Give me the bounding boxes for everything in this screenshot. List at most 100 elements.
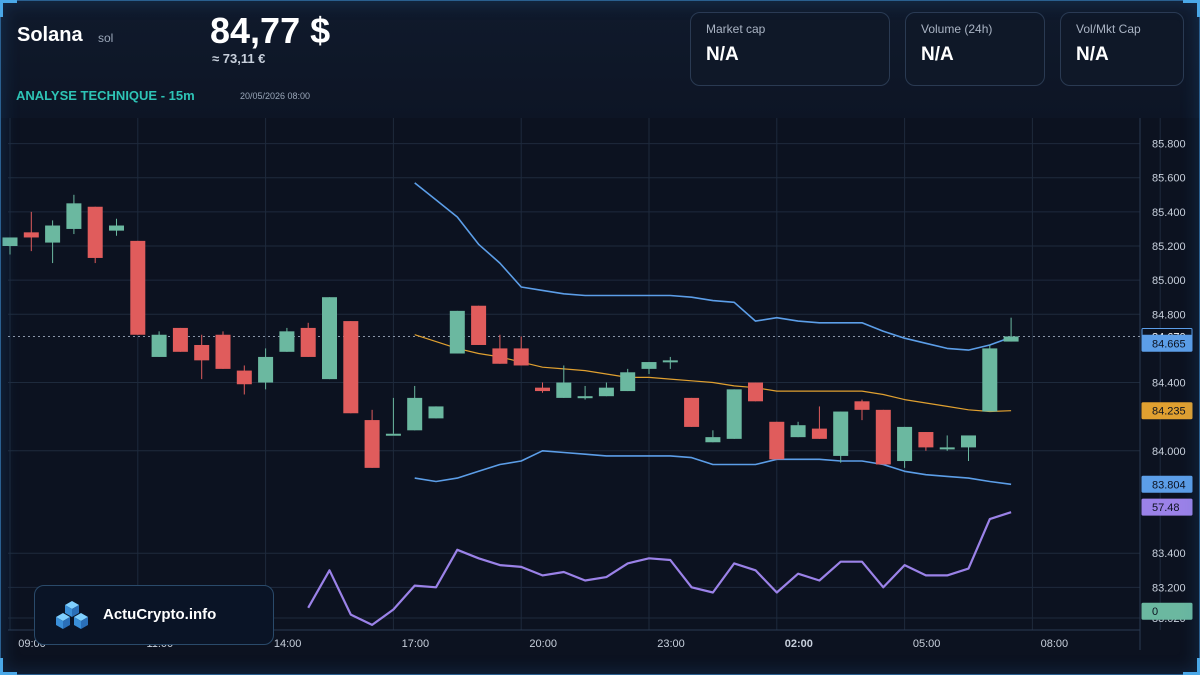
cubes-logo-icon xyxy=(56,601,88,629)
candle-body xyxy=(364,420,380,468)
candle-body xyxy=(918,432,934,448)
price-label-text: 84.665 xyxy=(1152,338,1186,350)
bollinger-lower-line xyxy=(414,450,1012,486)
y-tick-label: 83.400 xyxy=(1152,548,1186,560)
price-label-box xyxy=(1141,498,1193,516)
price-label-box xyxy=(1141,475,1193,493)
logo-badge: ActuCrypto.info xyxy=(34,585,274,645)
candle-body xyxy=(45,225,61,243)
price-usd: 84,77 $ xyxy=(210,10,331,51)
candle-body xyxy=(854,401,870,410)
y-tick-label: 85.400 xyxy=(1152,207,1186,219)
y-tick-label: 84.800 xyxy=(1152,309,1186,321)
candle-body xyxy=(279,331,295,352)
candle-body xyxy=(641,362,657,369)
stat-value: N/A xyxy=(1076,44,1109,65)
candle-body xyxy=(556,382,572,398)
y-tick-label: 85.800 xyxy=(1152,139,1186,151)
price-label-box xyxy=(1141,402,1193,420)
stat-volume: Volume (24h) N/A xyxy=(905,12,1045,86)
candle-body xyxy=(790,425,806,438)
stat-label: Market cap xyxy=(706,22,766,36)
price-label-text: 0 xyxy=(1152,606,1158,618)
x-tick-label: 05:00 xyxy=(913,638,941,650)
logo-text: ActuCrypto.info xyxy=(103,606,217,623)
candle-body xyxy=(215,334,231,369)
candle-body xyxy=(2,237,18,246)
candle-body xyxy=(769,421,785,460)
candle-body xyxy=(300,327,316,357)
stat-label: Vol/Mkt Cap xyxy=(1076,22,1141,36)
bollinger-upper-line xyxy=(414,182,1012,351)
stat-vol-mkt-cap: Vol/Mkt Cap N/A xyxy=(1060,12,1184,86)
coin-name: Solana xyxy=(17,24,83,46)
candle-body xyxy=(66,203,82,229)
candle-body xyxy=(236,370,252,385)
candle-body xyxy=(811,428,827,439)
price-label-box xyxy=(1141,334,1193,352)
candle-body xyxy=(151,334,167,357)
candle-body xyxy=(662,360,678,363)
plot-background xyxy=(8,118,1140,630)
candle-body xyxy=(705,437,721,443)
stat-market-cap: Market cap N/A xyxy=(690,12,890,86)
candle-body xyxy=(109,225,124,231)
y-tick-label: 85.000 xyxy=(1152,275,1186,287)
candle-body xyxy=(407,397,423,431)
candle-body xyxy=(471,305,487,345)
candle-body xyxy=(620,372,636,392)
coin-symbol: sol xyxy=(98,31,114,45)
header-bar: Solana sol 84,77 $ ≈ 73,11 € ANALYSE TEC… xyxy=(0,0,1200,118)
stat-value: N/A xyxy=(706,44,739,65)
x-tick-label: 20:00 xyxy=(529,638,557,650)
candle-body xyxy=(172,327,188,352)
candle-body xyxy=(130,240,146,335)
candle-body xyxy=(23,232,39,238)
x-tick-label: 02:00 xyxy=(785,638,813,650)
analysis-label: ANALYSE TECHNIQUE - 15m xyxy=(16,88,195,103)
x-tick-label: 17:00 xyxy=(402,638,430,650)
candle-body xyxy=(322,297,337,380)
price-label-text: 57.48 xyxy=(1152,502,1180,514)
stat-label: Volume (24h) xyxy=(921,22,993,36)
candle-body xyxy=(513,348,529,366)
candle-body xyxy=(258,356,274,383)
candle-body xyxy=(385,433,401,436)
candle-body xyxy=(87,206,103,258)
candle-body xyxy=(897,426,913,462)
price-label-text: 83.804 xyxy=(1152,479,1186,491)
candle-body xyxy=(726,389,742,439)
y-tick-label: 84.000 xyxy=(1152,446,1186,458)
candle-body xyxy=(684,397,700,427)
candle-body xyxy=(492,348,508,364)
y-tick-label: 85.600 xyxy=(1152,173,1186,185)
candle-body xyxy=(343,321,359,414)
y-tick-label: 84.400 xyxy=(1152,378,1186,390)
price-label-text: 84.235 xyxy=(1152,406,1186,418)
candle-body xyxy=(748,382,763,402)
candle-body xyxy=(833,411,849,456)
candle-body xyxy=(939,447,955,450)
price-eur: ≈ 73,11 € xyxy=(212,51,266,66)
candle-body xyxy=(428,406,444,419)
candle-body xyxy=(598,387,614,397)
candle-body xyxy=(1003,336,1019,342)
analysis-date: 20/05/2026 08:00 xyxy=(240,91,311,101)
price-chart: 85.800 85.600 85.400 85.200 85.000 84.800 84.4… xyxy=(2,118,1193,650)
candle-body xyxy=(961,435,976,448)
candle-body xyxy=(577,396,593,399)
candle-body xyxy=(194,344,210,361)
candle-body xyxy=(982,348,998,412)
x-tick-label: 14:00 xyxy=(274,638,302,650)
rsi-line xyxy=(307,511,1012,626)
candle-body xyxy=(875,409,891,465)
stat-value: N/A xyxy=(921,44,954,65)
x-tick-label: 23:00 xyxy=(657,638,685,650)
x-tick-label: 08:00 xyxy=(1041,638,1069,650)
candle-body xyxy=(449,310,465,354)
y-tick-label: 83.200 xyxy=(1152,582,1186,594)
candle-body xyxy=(535,387,550,392)
y-tick-label: 85.200 xyxy=(1152,241,1186,253)
price-label-box xyxy=(1141,602,1193,620)
